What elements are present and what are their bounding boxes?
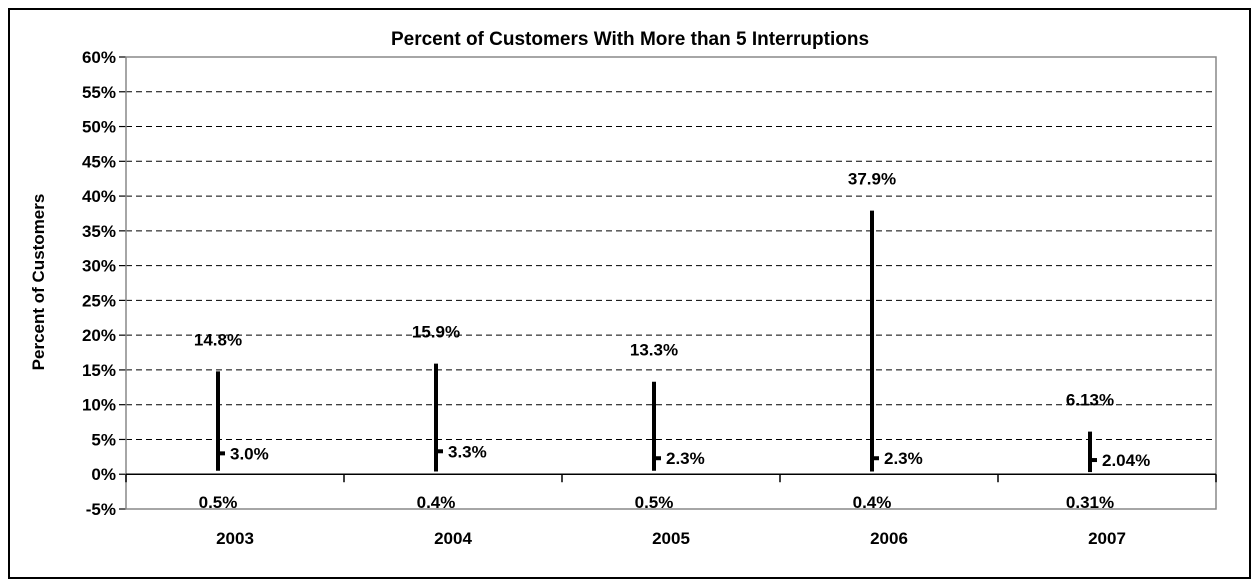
y-axis-title: Percent of Customers [29, 194, 48, 371]
gridlines [126, 91, 1216, 440]
x-tick-label: 2004 [434, 529, 472, 548]
chart-frame [8, 8, 1251, 579]
axes: -5% 0% 5% 10% 15% 20% 25% 30% 35% 40% 45% 50% 55% 60%… [82, 48, 1217, 548]
plot-area-border [125, 56, 1217, 510]
y-tick-label: 40% [82, 187, 116, 206]
y-tick-label: 50% [82, 118, 116, 137]
y-tick-label: -5% [86, 500, 116, 519]
y-tick-label: 20% [82, 326, 116, 345]
x-tick-label: 2003 [216, 529, 254, 548]
close-value-label: 3.0% [230, 444, 269, 463]
low-value-label: 0.4% [417, 493, 456, 512]
x-tick-label: 2007 [1088, 529, 1126, 548]
high-value-label: 37.9% [848, 170, 896, 189]
y-tick-label: 10% [82, 396, 116, 415]
y-tick-label: 25% [82, 291, 116, 310]
low-value-label: 0.5% [199, 493, 238, 512]
close-value-label: 3.3% [448, 442, 487, 461]
data-labels: 14.8% 3.0% 0.5% 15.9% 3.3% 0.4% 13.3% 2.3% 0.5% 3… [194, 170, 1150, 512]
y-tick-label: 60% [82, 48, 116, 67]
low-value-label: 0.31% [1066, 493, 1114, 512]
y-tick-label: 0% [91, 465, 116, 484]
chart-title: Percent of Customers With More than 5 In… [391, 29, 869, 50]
y-tick-label: 45% [82, 152, 116, 171]
high-value-label: 13.3% [630, 341, 678, 360]
y-tick-label: 15% [82, 361, 116, 380]
low-value-label: 0.5% [635, 493, 674, 512]
x-tick-label: 2006 [870, 529, 908, 548]
x-tick-label: 2005 [652, 529, 690, 548]
close-value-label: 2.04% [1102, 451, 1150, 470]
y-tick-label: 35% [82, 222, 116, 241]
high-value-label: 6.13% [1066, 391, 1114, 410]
close-value-label: 2.3% [884, 449, 923, 468]
y-tick-label: 55% [82, 83, 116, 102]
y-tick-label: 5% [91, 430, 116, 449]
data-marks [216, 210, 1097, 473]
high-value-label: 14.8% [194, 330, 242, 349]
close-value-label: 2.3% [666, 449, 705, 468]
high-value-label: 15.9% [412, 323, 460, 342]
low-value-label: 0.4% [853, 493, 892, 512]
y-tick-label: 30% [82, 257, 116, 276]
